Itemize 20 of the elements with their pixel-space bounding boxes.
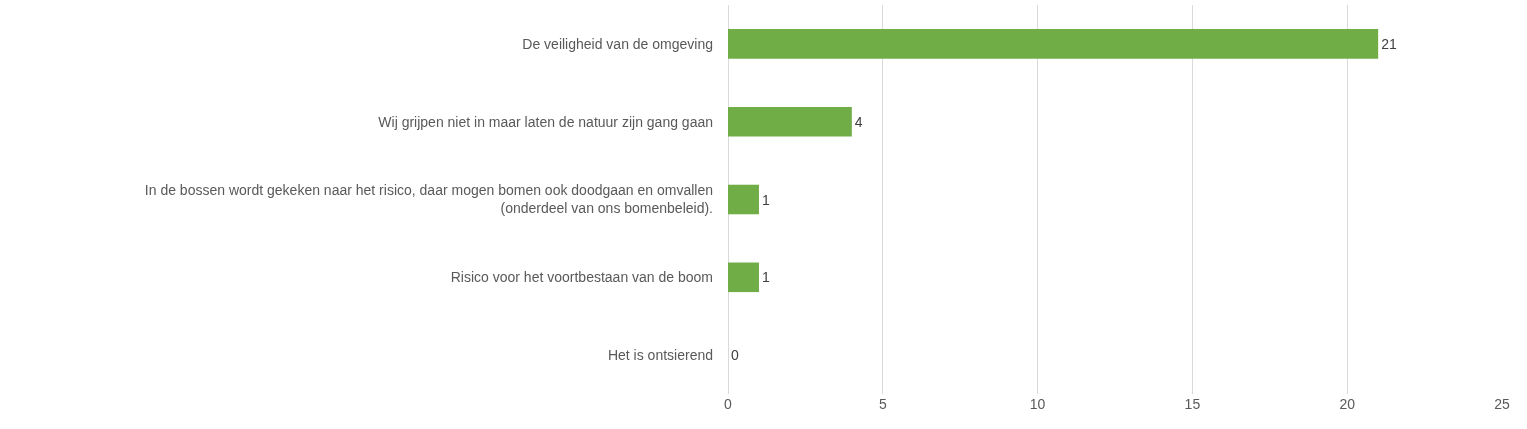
x-tick-label: 20 [1339, 396, 1356, 412]
bar [728, 262, 759, 293]
x-tick-label: 0 [724, 396, 733, 412]
data-label: 1 [761, 191, 770, 208]
bar [728, 184, 759, 215]
y-tick-label: Het is ontsierend [607, 347, 713, 363]
data-label: 4 [854, 113, 863, 130]
bar [728, 106, 852, 137]
y-tick-label: In de bossen wordt gekeken naar het risico, daar mogen bomen ook doodgaan en omvallen (onderdeel van ons bomenbeleid). [144, 182, 713, 217]
x-tick-label: 15 [1184, 396, 1201, 412]
x-tick-label: 5 [878, 396, 887, 412]
y-tick-label: Wij grijpen niet in maar laten de natuur zijn gang gaan [378, 113, 713, 130]
x-tick-label: 25 [1494, 396, 1510, 412]
data-label: 0 [731, 347, 739, 364]
data-label: 21 [1381, 35, 1397, 52]
y-tick-label: De veiligheid van de omgeving [522, 35, 713, 52]
y-tick-label: Risico voor het voortbestaan van de boom [450, 269, 713, 286]
bar [728, 29, 1379, 59]
x-tick-label: 10 [1029, 396, 1046, 412]
data-label: 1 [761, 269, 770, 286]
